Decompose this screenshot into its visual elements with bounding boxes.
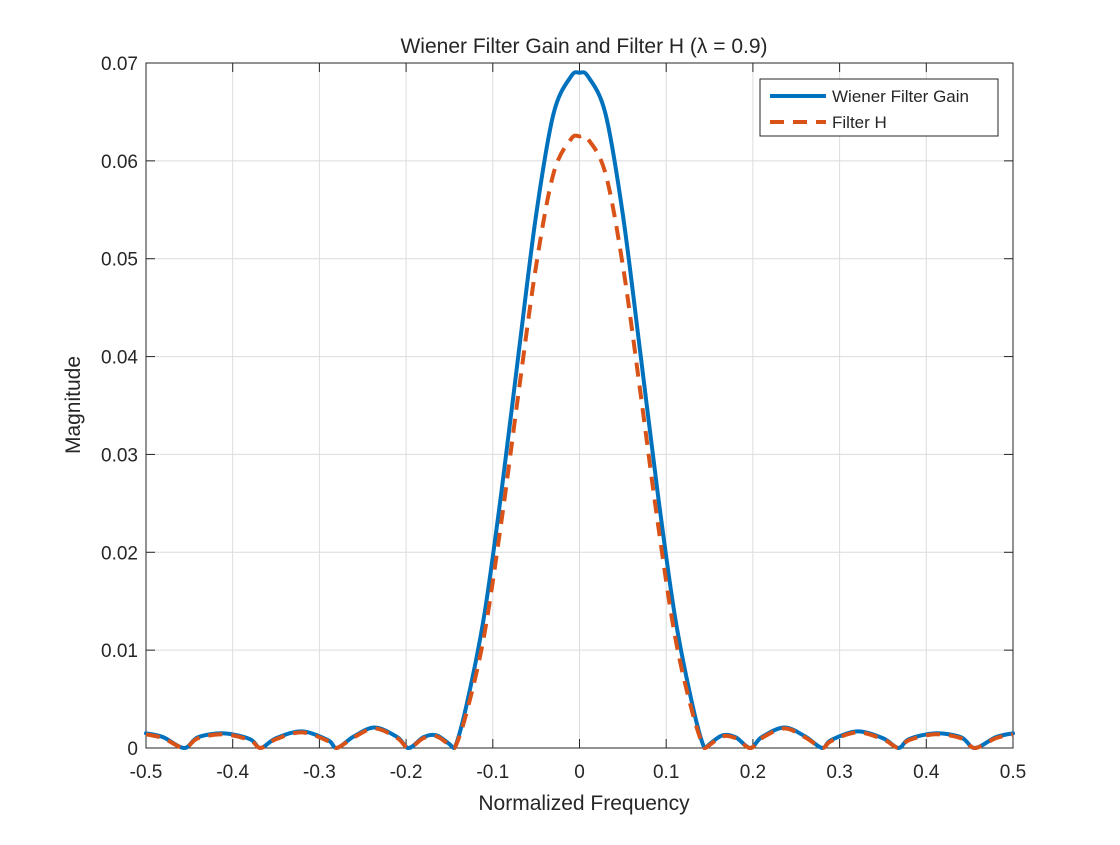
x-tick-label: -0.5 [130,762,163,783]
y-tick-label: 0.04 [101,348,138,369]
axes: -0.5 -0.4 -0.3 -0.2 -0.1 0 0.1 0.2 0.3 0.4 0.5 0 0.0… [101,54,1026,783]
y-tick-label: 0.06 [101,152,138,173]
y-tick-label: 0.07 [101,54,138,75]
series-group [144,70,1015,750]
legend-box [759,78,999,137]
y-tick-label: 0 [127,739,138,760]
x-tick-label: 0.1 [653,762,679,783]
chart-title: Wiener Filter Gain and Filter H (λ = 0.9… [400,35,767,58]
x-tick-label: 0.5 [1000,762,1026,783]
grid [146,63,1013,748]
legend-label: Filter H [832,113,887,132]
y-tick-label: 0.05 [101,250,138,271]
y-axis-label: Magnitude [62,356,85,454]
y-tick-label: 0.03 [101,445,138,466]
series-line-filter-h [145,133,1014,750]
x-tick-label: 0.2 [740,762,766,783]
x-tick-label: -0.4 [216,762,249,783]
x-tick-label: 0 [574,762,585,783]
x-axis-label: Normalized Frequency [478,792,690,815]
x-tick-label: -0.3 [303,762,336,783]
x-tick-label: 0.4 [913,762,940,783]
x-tick-label: -0.1 [476,762,509,783]
y-tick-label: 0.02 [101,543,138,564]
x-tick-label: 0.3 [826,762,852,783]
x-tick-label: -0.2 [390,762,423,783]
legend: Wiener Filter Gain Filter H [759,78,999,137]
legend-label: Wiener Filter Gain [832,87,969,106]
y-tick-label: 0.01 [101,641,138,662]
